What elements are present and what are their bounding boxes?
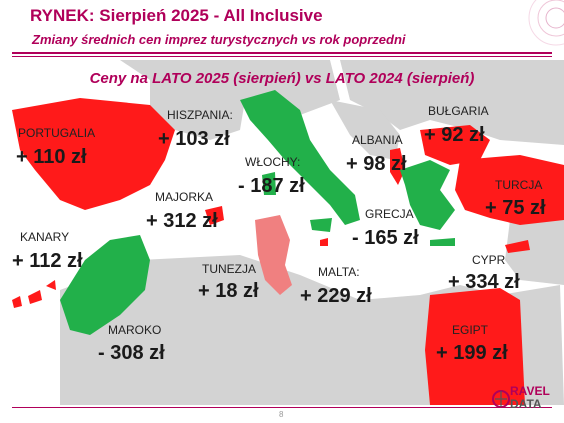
land-morocco <box>60 235 150 335</box>
travel-data-logo: RAVEL DATA <box>492 384 552 416</box>
map-shapes <box>12 60 564 405</box>
value-malta: + 229 zł <box>300 285 372 307</box>
land-italy <box>240 90 360 225</box>
land-crete <box>430 238 455 246</box>
value-morocco: - 308 zł <box>98 342 165 364</box>
label-italy: WŁOCHY: <box>245 155 301 169</box>
section-heading: Ceny na LATO 2025 (sierpień) vs LATO 202… <box>89 70 475 87</box>
value-italy: - 187 zł <box>238 175 305 197</box>
value-bulgaria: + 92 zł <box>424 124 485 146</box>
footer-divider <box>12 407 552 408</box>
label-morocco: MAROKO <box>108 323 162 337</box>
label-greece: GRECJA <box>365 207 414 221</box>
slide-subtitle: Zmiany średnich cen imprez turystycznych… <box>32 32 406 47</box>
mediterranean-map <box>0 60 564 405</box>
label-cyprus: CYPR <box>472 253 506 267</box>
decorative-circles-icon <box>528 0 564 46</box>
label-egypt: EGIPT <box>452 323 489 337</box>
value-majorca: + 312 zł <box>146 210 218 232</box>
value-greece: - 165 zł <box>352 227 419 249</box>
logo-line1: RAVEL <box>510 384 550 398</box>
value-tunisia: + 18 zł <box>198 280 259 302</box>
land-albania <box>390 148 405 185</box>
header-divider <box>12 52 552 54</box>
label-canary: KANARY <box>20 230 70 244</box>
label-majorca: MAJORKA <box>155 190 214 204</box>
land-balkans <box>330 100 400 160</box>
label-spain: HISZPANIA: <box>167 108 233 122</box>
land-cyprus <box>505 240 530 253</box>
value-portugal: + 110 zł <box>16 146 87 168</box>
page-number: 8 <box>279 410 284 419</box>
land-spain-portugal <box>12 98 175 210</box>
label-bulgaria: BUŁGARIA <box>428 104 489 118</box>
land-bulgaria <box>420 125 490 165</box>
slide-title: RYNEK: Sierpień 2025 - All Inclusive <box>30 6 323 25</box>
value-turkey: + 75 zł <box>485 197 546 219</box>
land-tunisia <box>255 215 292 295</box>
land-malta <box>320 238 328 246</box>
label-malta: MALTA: <box>318 265 360 279</box>
land-france <box>150 70 245 140</box>
land-egypt <box>425 288 525 405</box>
land-majorca <box>205 206 224 225</box>
land-canary-2 <box>28 290 42 304</box>
value-cyprus: + 334 zł <box>448 271 520 293</box>
label-tunisia: TUNEZJA <box>202 262 256 276</box>
land-sardinia <box>262 172 276 195</box>
label-turkey: TURCJA <box>495 178 543 192</box>
label-albania: ALBANIA <box>352 133 403 147</box>
header-divider-thin <box>12 56 552 57</box>
value-spain: + 103 zł <box>158 128 230 150</box>
logo-globe-icon <box>492 390 510 408</box>
value-albania: + 98 zł <box>346 153 407 175</box>
land-canary-1 <box>12 296 22 308</box>
logo-line2: DATA <box>510 397 542 411</box>
land-europe-east <box>340 60 564 145</box>
land-turkey <box>455 155 564 225</box>
land-middle-east <box>505 210 564 285</box>
land-sicily <box>310 218 332 232</box>
value-egypt: + 199 zł <box>436 342 508 364</box>
land-canary-3 <box>46 280 56 290</box>
label-portugal: PORTUGALIA <box>18 126 96 140</box>
land-greece <box>400 160 455 230</box>
value-canary: + 112 zł <box>12 250 83 272</box>
